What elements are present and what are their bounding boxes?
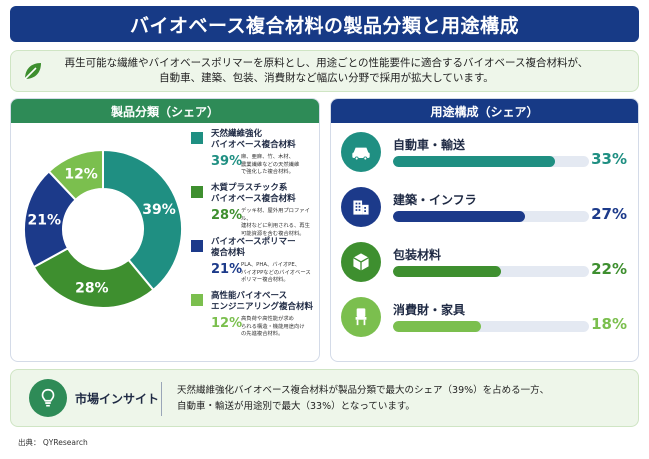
legend-description: 高負荷や高性能が求め られる構造・機能用途向け の先進複合材料。 [241, 316, 319, 339]
application-percent: 22% [591, 260, 627, 278]
legend-item-2: 木質プラスチック系 バイオベース複合材料 28% デッキ材、屋外用プロファイル、 建材な… [191, 183, 319, 237]
summary-line-1: 再生可能な繊維やバイオベースポリマーを原料とし、用途ごとの性能要件に適合するバイ… [64, 57, 589, 69]
legend-desc-line-1: 高負荷や高性能が求め [241, 316, 294, 322]
product-panel-title: 製品分類（シェア） [11, 99, 319, 123]
application-name: 消費財・家具 [393, 303, 466, 317]
legend-name: 高性能バイオベース エンジニアリング複合材料 [211, 291, 319, 313]
application-name: 建築・インフラ [393, 193, 477, 207]
application-item-1: 自動車・輸送 33% [341, 132, 631, 176]
legend-name-line-1: 高性能バイオベース [211, 291, 288, 301]
package-icon [341, 242, 381, 282]
legend-swatch [191, 240, 203, 252]
legend-percent: 39% [211, 154, 243, 169]
lightbulb-icon [29, 379, 67, 417]
car-icon [341, 132, 381, 172]
page-title: バイオベース複合材料の製品分類と用途構成 [129, 14, 520, 37]
application-bar-track [393, 266, 589, 277]
application-bar-track [393, 321, 589, 332]
legend-name-line-1: バイオベースポリマー [211, 237, 296, 247]
legend-item-3: バイオベースポリマー 複合材料 21% PLA、PHA、バイオPE、 バイオPPなどのバ… [191, 237, 319, 291]
legend-name-line-1: 天然繊維強化 [211, 129, 263, 139]
summary-text: 再生可能な繊維やバイオベースポリマーを原料とし、用途ごとの性能要件に適合するバイ… [55, 56, 638, 86]
market-insight-box: 市場インサイト 天然繊維強化バイオベース複合材料が製品分類で最大のシェア（39%… [10, 369, 639, 427]
summary-line-2: 自動車、建築、包装、消費財など幅広い分野で採用が拡大しています。 [159, 72, 494, 84]
summary-box: 再生可能な繊維やバイオベースポリマーを原料とし、用途ごとの性能要件に適合するバイ… [10, 50, 639, 92]
legend-desc-line-2: 建材などに利用される、再生 [241, 223, 310, 229]
application-item-4: 消費財・家具 18% [341, 297, 631, 341]
legend-desc-line-2: 農業繊維などの天然繊維 [241, 161, 300, 168]
application-bar-track [393, 156, 589, 167]
legend-desc-line-2: られる構造・機能用途向け [241, 323, 305, 330]
insight-line-1: 天然繊維強化バイオベース複合材料が製品分類で最大のシェア（39%）を占める一方、 [177, 385, 550, 396]
legend-percent: 12% [211, 316, 243, 331]
application-item-3: 包装材料 22% [341, 242, 631, 286]
legend-desc-line-3: の先進複合材料。 [241, 331, 284, 337]
application-bar-2 [393, 211, 526, 222]
legend-name-line-2: 複合材料 [211, 248, 246, 258]
legend-name-line-2: バイオベース複合材料 [211, 194, 296, 204]
application-panel-title: 用途構成（シェア） [331, 99, 638, 123]
application-percent: 18% [591, 315, 627, 333]
legend-description: デッキ材、屋外用プロファイル、 建材などに利用される、再生 可能資源を含む複合材料。 [241, 208, 319, 238]
donut-slice-1 [102, 149, 183, 292]
leaf-icon [11, 59, 55, 83]
legend-desc-line-1: デッキ材、屋外用プロファイル、 [241, 208, 310, 222]
application-bar-4 [393, 321, 482, 332]
application-name: 自動車・輸送 [393, 138, 466, 152]
chair-icon [341, 297, 381, 337]
legend-name-line-1: 木質プラスチック系 [211, 183, 288, 193]
insight-divider [161, 382, 162, 416]
donut-label-4: 12% [64, 167, 98, 183]
application-panel: 用途構成（シェア） 自動車・輸送 33% 建築・インフラ 27% 包装材料 22% 消費財・… [330, 98, 639, 362]
legend-description: 麻、亜麻、竹、木材、 農業繊維などの天然繊維 で強化した複合材料。 [241, 154, 319, 177]
legend-percent: 21% [211, 262, 243, 277]
application-bar-3 [393, 266, 501, 277]
legend-name: 木質プラスチック系 バイオベース複合材料 [211, 183, 319, 205]
application-percent: 33% [591, 150, 627, 168]
legend-name-line-2: バイオベース複合材料 [211, 140, 296, 150]
legend-desc-line-1: PLA、PHA、バイオPE、 [241, 262, 301, 268]
legend-item-4: 高性能バイオベース エンジニアリング複合材料 12% 高負荷や高性能が求め られる構造・… [191, 291, 319, 345]
legend-swatch [191, 132, 203, 144]
source-note: 出典： QYResearch [18, 438, 88, 447]
application-bar-1 [393, 156, 555, 167]
legend-desc-line-2: バイオPPなどのバイオベース [241, 269, 311, 276]
legend-description: PLA、PHA、バイオPE、 バイオPPなどのバイオベース ポリマー複合材料。 [241, 262, 319, 285]
insight-label: 市場インサイト [75, 392, 160, 406]
building-icon [341, 187, 381, 227]
donut-label-3: 21% [27, 213, 61, 229]
application-item-2: 建築・インフラ 27% [341, 187, 631, 231]
donut-legend: 天然繊維強化 バイオベース複合材料 39% 麻、亜麻、竹、木材、 農業繊維などの天然繊維… [191, 129, 319, 345]
insight-line-2: 自動車・輸送が用途別で最大（33%）となっています。 [177, 401, 415, 412]
application-bar-track [393, 211, 589, 222]
legend-desc-line-3: ポリマー複合材料。 [241, 277, 289, 283]
legend-desc-line-3: 可能資源を含む複合材料。 [241, 230, 305, 237]
legend-name: バイオベースポリマー 複合材料 [211, 237, 319, 259]
application-percent: 27% [591, 205, 627, 223]
donut-slice-4 [47, 149, 104, 202]
legend-name: 天然繊維強化 バイオベース複合材料 [211, 129, 319, 151]
donut-label-2: 28% [75, 280, 109, 296]
legend-desc-line-3: で強化した複合材料。 [241, 169, 294, 175]
donut-label-1: 39% [142, 202, 176, 218]
donut-chart: 39% 28% 21% 12% [23, 149, 183, 309]
product-category-panel: 製品分類（シェア） 39% 28% 21% 12% 天然繊維強化 バイオベース複合材料 3… [10, 98, 320, 362]
title-bar: バイオベース複合材料の製品分類と用途構成 [10, 6, 639, 42]
application-name: 包装材料 [393, 248, 442, 262]
legend-name-line-2: エンジニアリング複合材料 [211, 302, 314, 312]
legend-item-1: 天然繊維強化 バイオベース複合材料 39% 麻、亜麻、竹、木材、 農業繊維などの天然繊維… [191, 129, 319, 183]
insight-text: 天然繊維強化バイオベース複合材料が製品分類で最大のシェア（39%）を占める一方、… [177, 383, 549, 415]
legend-percent: 28% [211, 208, 243, 223]
donut-slice-2 [32, 246, 155, 309]
legend-swatch [191, 294, 203, 306]
legend-swatch [191, 186, 203, 198]
legend-desc-line-1: 麻、亜麻、竹、木材、 [241, 154, 294, 160]
